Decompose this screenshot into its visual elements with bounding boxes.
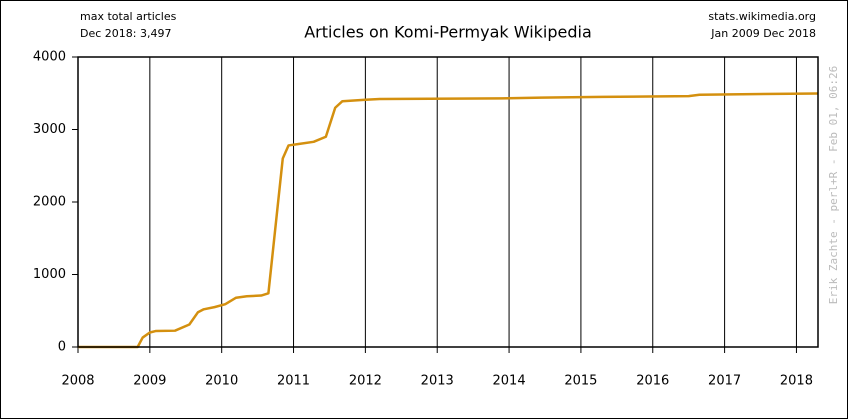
x-tick-label: 2008: [61, 374, 94, 389]
x-tick-label: 2010: [205, 374, 238, 389]
y-tick-label: 3000: [33, 122, 66, 137]
x-tick-label: 2017: [708, 374, 741, 389]
y-tick-label: 1000: [33, 267, 66, 282]
x-tick-label: 2012: [349, 374, 382, 389]
note-right-2: Jan 2009 Dec 2018: [710, 27, 816, 40]
x-tick-label: 2013: [421, 374, 454, 389]
credit: Erik Zachte - perl+R - Feb 01, 06:26: [827, 66, 840, 304]
note-left-2: Dec 2018: 3,497: [80, 27, 171, 40]
y-tick-label: 2000: [33, 195, 66, 210]
x-tick-label: 2018: [780, 374, 813, 389]
x-tick-label: 2009: [133, 374, 166, 389]
plot-border: [77, 56, 819, 348]
x-tick-label: 2015: [564, 374, 597, 389]
x-tick-label: 2014: [493, 374, 526, 389]
note-right-1: stats.wikimedia.org: [708, 10, 816, 23]
y-tick-label: 4000: [33, 50, 66, 65]
note-left-1: max total articles: [80, 10, 177, 23]
x-tick-label: 2016: [636, 374, 669, 389]
series-line: [78, 92, 819, 349]
y-tick-label: 0: [58, 340, 66, 355]
x-tick-label: 2011: [277, 374, 310, 389]
chart-title: Articles on Komi-Permyak Wikipedia: [304, 23, 592, 42]
